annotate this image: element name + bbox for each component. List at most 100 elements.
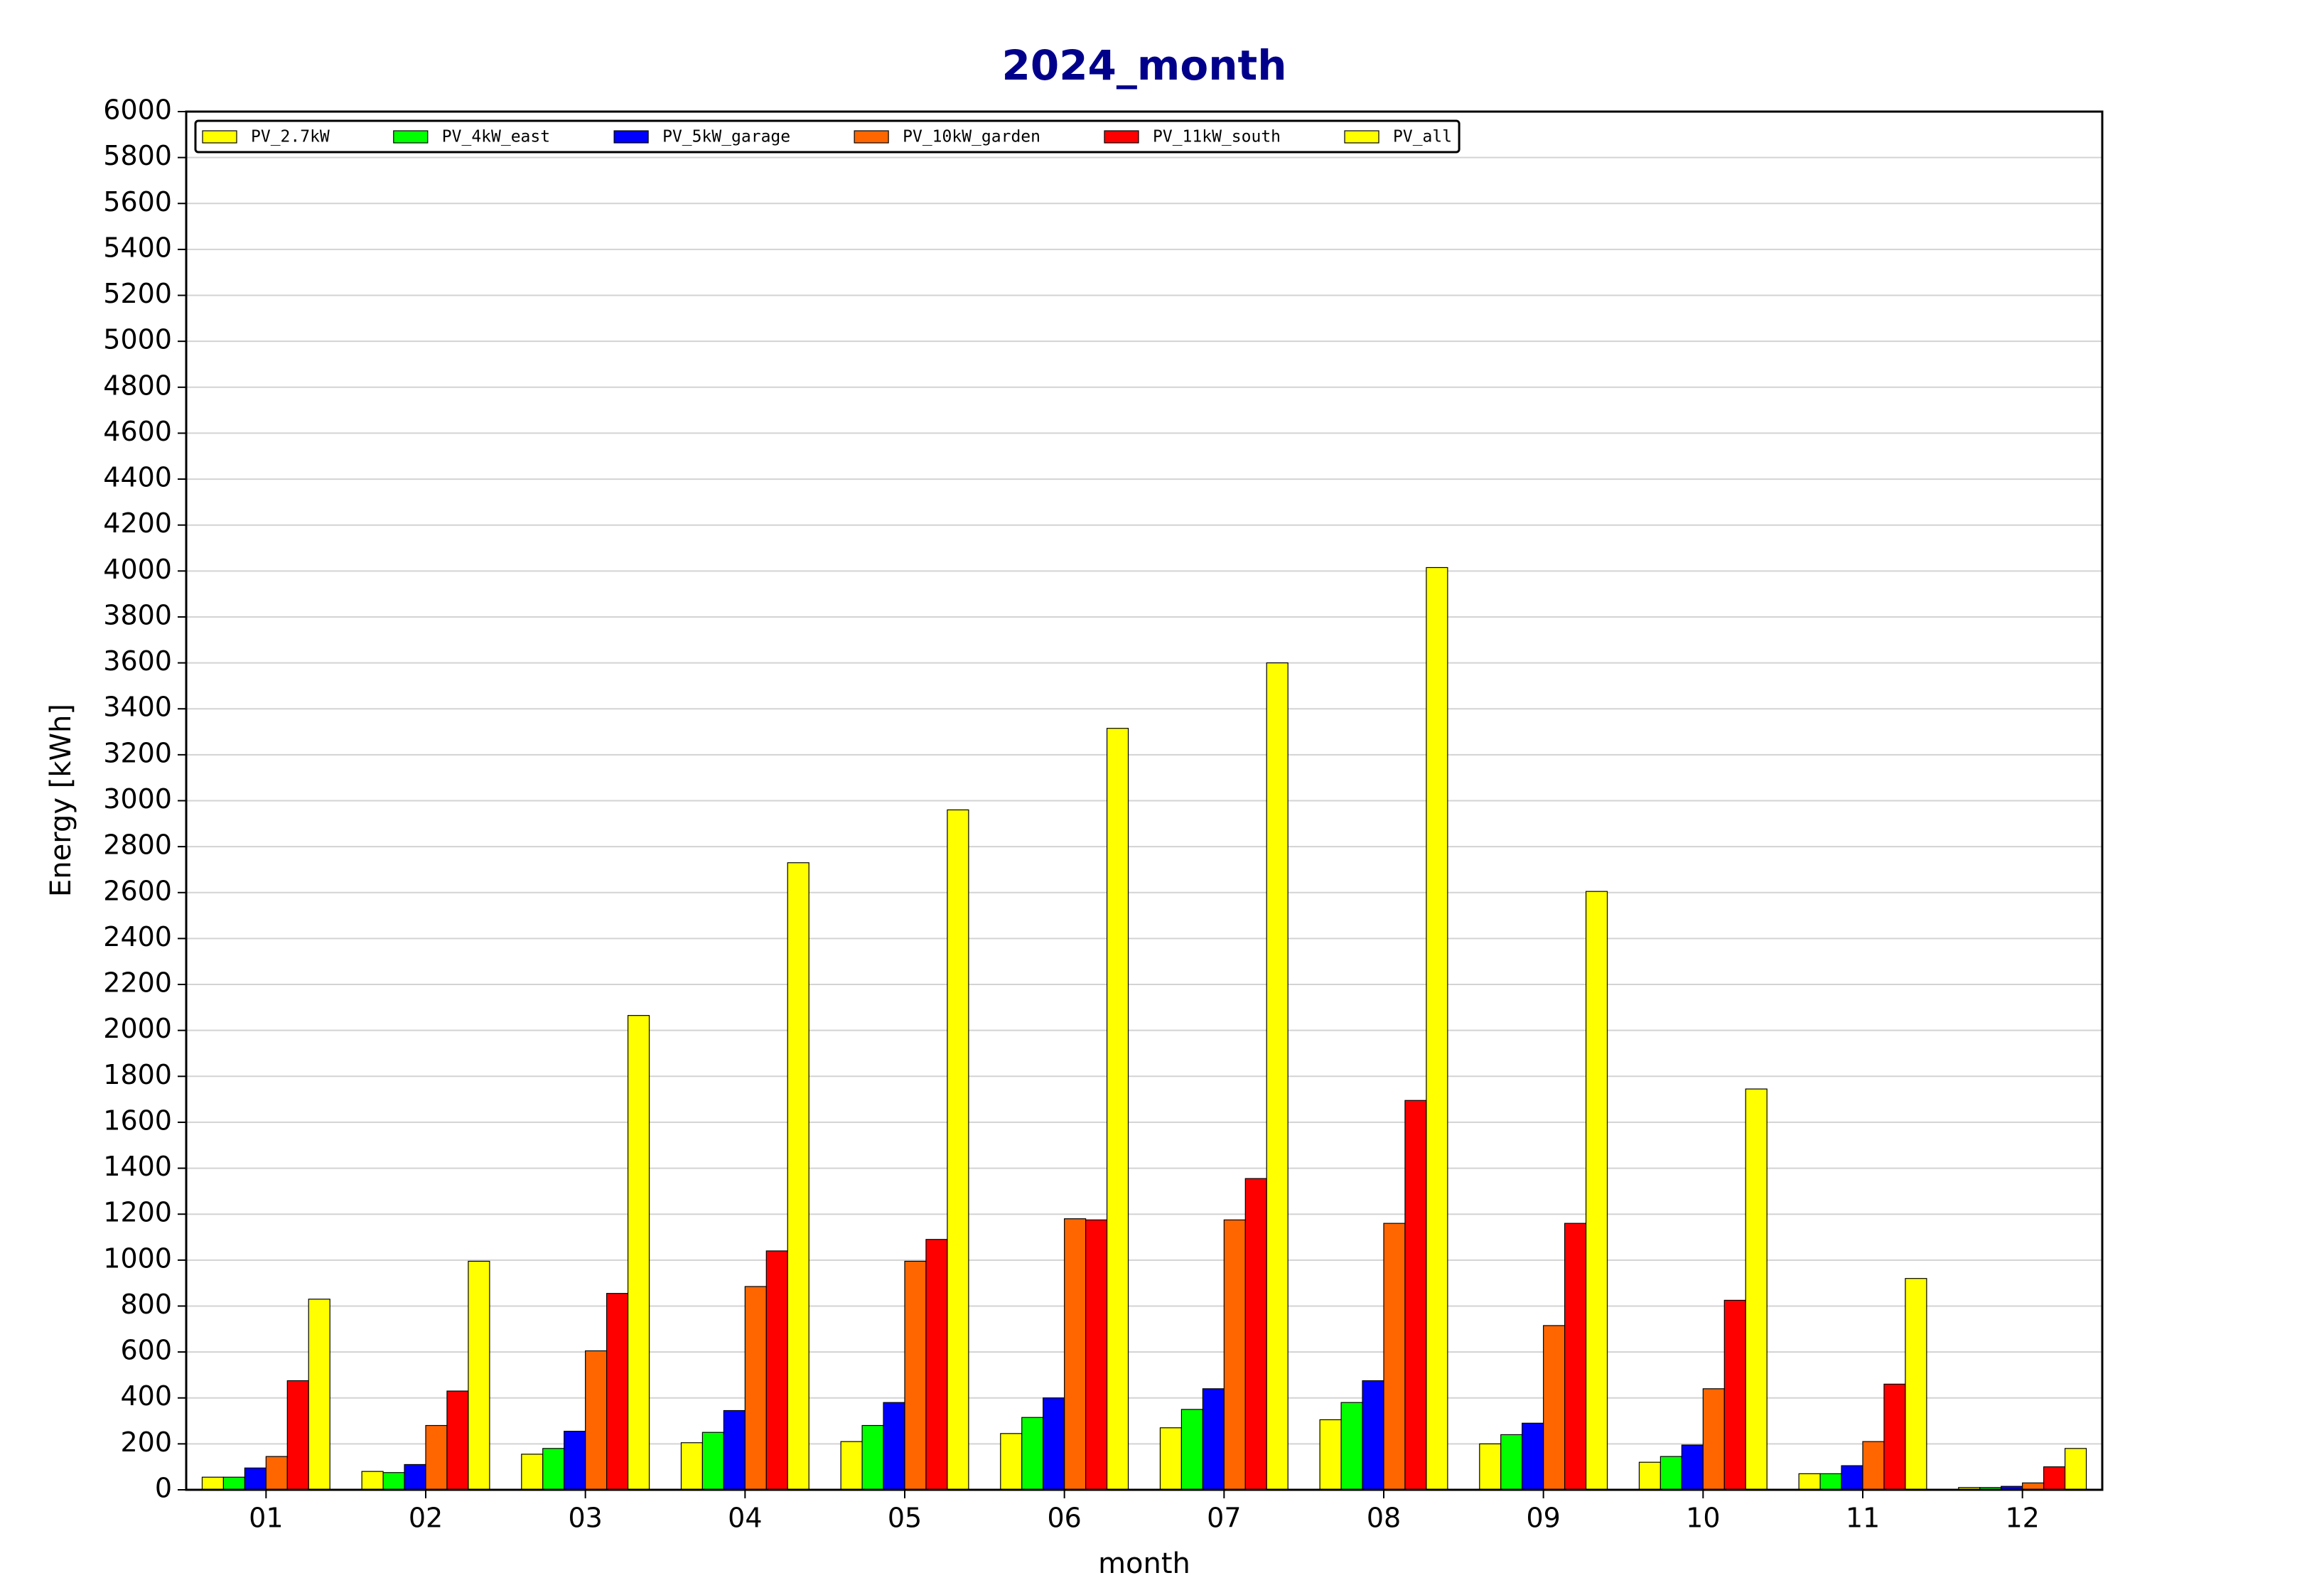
- bar: [1319, 1419, 1342, 1491]
- bar: [1819, 1473, 1842, 1491]
- bar: [1905, 1278, 1927, 1491]
- bar: [542, 1448, 565, 1491]
- y-tick-label: 2600: [103, 875, 172, 906]
- x-tick-label: 09: [1526, 1503, 1560, 1534]
- bar: [1404, 1100, 1427, 1491]
- bar: [564, 1430, 586, 1491]
- legend: PV_2.7kW PV_4kW_east PV_5kW_garage PV_10kW_…: [194, 119, 1460, 154]
- bar: [446, 1390, 469, 1491]
- bar: [744, 1286, 767, 1491]
- legend-swatch: [1104, 130, 1139, 144]
- bar: [521, 1454, 544, 1491]
- bar: [1426, 566, 1448, 1491]
- y-tick-label: 5200: [103, 278, 172, 309]
- bar: [723, 1409, 746, 1491]
- bar: [1745, 1088, 1768, 1491]
- y-tick-label: 3400: [103, 692, 172, 723]
- y-tick-label: 2200: [103, 967, 172, 999]
- bar: [1585, 891, 1608, 1491]
- bar: [201, 1476, 225, 1491]
- bar: [1383, 1223, 1406, 1491]
- x-axis-label: month: [1098, 1547, 1190, 1580]
- bar: [947, 809, 969, 1491]
- legend-label: PV_11kW_south: [1153, 128, 1281, 146]
- legend-label: PV_4kW_east: [442, 128, 550, 146]
- y-tick-label: 0: [155, 1473, 172, 1504]
- bar: [765, 1250, 788, 1491]
- bar: [1362, 1380, 1384, 1491]
- bar: [883, 1402, 905, 1491]
- y-tick-label: 5800: [103, 140, 172, 171]
- bar: [1266, 662, 1289, 1491]
- y-tick-label: 4800: [103, 370, 172, 401]
- bar: [308, 1299, 330, 1491]
- y-tick-label: 1000: [103, 1242, 172, 1274]
- y-tick-label: 1600: [103, 1105, 172, 1136]
- y-tick-label: 1400: [103, 1151, 172, 1182]
- x-tick-label: 04: [728, 1503, 762, 1534]
- bar: [1883, 1383, 1906, 1491]
- bar: [1340, 1402, 1363, 1491]
- x-tick-label: 11: [1846, 1503, 1880, 1534]
- y-tick-label: 4200: [103, 508, 172, 539]
- bar: [1659, 1456, 1682, 1491]
- bar: [1064, 1218, 1087, 1491]
- bar: [222, 1476, 245, 1491]
- chart-title: 2024_month: [1001, 41, 1286, 90]
- y-tick-label: 6000: [103, 95, 172, 126]
- bar: [1085, 1219, 1108, 1491]
- bar: [1202, 1388, 1225, 1491]
- bar: [361, 1471, 384, 1491]
- y-tick-label: 1200: [103, 1197, 172, 1228]
- x-tick-label: 10: [1686, 1503, 1720, 1534]
- y-tick-label: 3000: [103, 783, 172, 815]
- legend-label: PV_10kW_garden: [903, 128, 1040, 146]
- bar: [606, 1293, 629, 1491]
- bar: [1479, 1443, 1502, 1491]
- bar: [425, 1424, 448, 1491]
- plot-frame: [185, 110, 2104, 1491]
- y-tick-label: 2400: [103, 921, 172, 952]
- x-tick-label: 02: [409, 1503, 443, 1534]
- bar: [1543, 1325, 1566, 1491]
- bar: [1681, 1444, 1704, 1491]
- y-tick-label: 3600: [103, 645, 172, 677]
- y-tick-label: 600: [120, 1335, 172, 1366]
- bar: [1522, 1422, 1544, 1491]
- y-tick-label: 3800: [103, 599, 172, 630]
- bar: [1638, 1461, 1662, 1491]
- y-tick-label: 4400: [103, 462, 172, 493]
- bar: [701, 1432, 724, 1491]
- y-tick-label: 3200: [103, 737, 172, 768]
- bar: [1244, 1178, 1267, 1491]
- bar: [627, 1015, 650, 1491]
- y-tick-label: 5000: [103, 324, 172, 355]
- y-tick-label: 800: [120, 1289, 172, 1320]
- bar: [925, 1239, 948, 1491]
- bar: [468, 1260, 490, 1491]
- bar: [1180, 1409, 1203, 1491]
- y-axis-label: Energy [kWh]: [45, 704, 77, 897]
- y-tick-label: 1800: [103, 1059, 172, 1090]
- bar: [265, 1456, 288, 1491]
- x-tick-label: 01: [249, 1503, 283, 1534]
- x-tick-label: 08: [1367, 1503, 1401, 1534]
- y-tick-label: 200: [120, 1427, 172, 1458]
- bar: [244, 1467, 267, 1491]
- y-tick-label: 5600: [103, 186, 172, 218]
- y-tick-label: 400: [120, 1380, 172, 1412]
- bar: [286, 1380, 309, 1491]
- bar: [404, 1464, 426, 1491]
- y-tick-label: 5400: [103, 232, 172, 263]
- bar: [680, 1442, 704, 1491]
- legend-box: [194, 119, 1460, 154]
- legend-label: PV_5kW_garage: [662, 128, 790, 146]
- bar: [1000, 1433, 1023, 1491]
- y-tick-label: 4600: [103, 416, 172, 447]
- bar: [1798, 1473, 1821, 1491]
- legend-swatch: [613, 130, 649, 144]
- bar: [585, 1350, 608, 1491]
